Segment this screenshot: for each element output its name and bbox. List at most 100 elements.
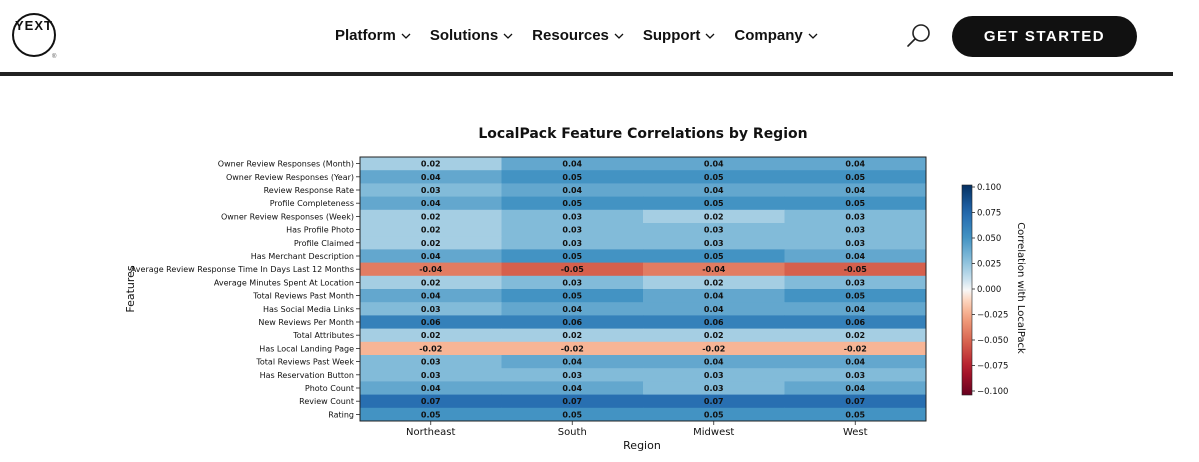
cell-value-label: 0.05 (704, 173, 724, 182)
cell-value-label: -0.02 (419, 344, 442, 353)
chevron-down-icon (401, 33, 411, 39)
heatmap-cell (643, 183, 785, 198)
heatmap-cell (643, 223, 785, 237)
heatmap-cell (360, 209, 502, 224)
cell-value-label: 0.03 (845, 226, 865, 235)
cell-value-label: 0.04 (421, 292, 441, 301)
colorbar-tick-label: −0.100 (977, 387, 1008, 397)
cell-value-label: 0.06 (421, 318, 441, 327)
heatmap-cell (360, 328, 502, 343)
heatmap-cell (784, 249, 927, 264)
colorbar-tick-label: −0.025 (977, 311, 1008, 321)
cell-value-label: 0.03 (845, 371, 865, 380)
chart-title: LocalPack Feature Correlations by Region (478, 126, 808, 142)
heatmap-cell (501, 223, 644, 237)
heatmap-cell (784, 315, 927, 330)
row-label: Average Review Response Time In Days Las… (131, 265, 354, 274)
colorbar-tick-label: 0.100 (977, 183, 1001, 193)
logo-text: YEXT (15, 18, 53, 33)
row-label: Average Minutes Spent At Location (214, 278, 354, 287)
cell-value-label: 0.02 (421, 278, 441, 287)
nav-company[interactable]: Company (734, 27, 818, 44)
heatmap-cell (501, 381, 644, 396)
yext-logo[interactable]: YEXT (12, 13, 56, 57)
row-label: Has Reservation Button (260, 371, 354, 380)
cell-value-label: -0.02 (702, 344, 725, 353)
column-label: Northeast (406, 427, 455, 438)
cell-value-label: 0.04 (845, 358, 865, 367)
cell-value-label: 0.07 (562, 397, 582, 406)
cell-value-label: 0.06 (704, 318, 724, 327)
heatmap-cell (360, 157, 502, 171)
cell-value-label: 0.04 (704, 160, 724, 169)
heatmap-cell (784, 223, 927, 237)
heatmap-cell (501, 249, 644, 264)
cell-value-label: 0.03 (562, 278, 582, 287)
heatmap-cell (784, 407, 927, 422)
cell-value-label: -0.05 (844, 265, 867, 274)
nav-platform[interactable]: Platform (335, 27, 411, 44)
cell-value-label: 0.04 (704, 305, 724, 314)
row-label: Photo Count (305, 384, 354, 393)
row-label: Profile Completeness (270, 199, 354, 208)
cell-value-label: 0.05 (421, 410, 441, 419)
heatmap-cell (643, 328, 785, 343)
cell-value-label: 0.03 (562, 226, 582, 235)
heatmap-cell (501, 368, 644, 382)
cell-value-label: 0.04 (562, 358, 582, 367)
cell-value-label: 0.02 (421, 160, 441, 169)
heatmap-cell (360, 289, 502, 303)
heatmap-cell (784, 196, 927, 211)
heatmap-cell (360, 341, 502, 356)
heatmap-cell (501, 341, 644, 356)
cell-value-label: 0.02 (704, 331, 724, 340)
chevron-down-icon (808, 33, 818, 39)
heatmap-cell (784, 183, 927, 198)
cell-value-label: 0.07 (845, 397, 865, 406)
colorbar-tick-label: −0.075 (977, 362, 1008, 372)
cell-value-label: 0.04 (421, 173, 441, 182)
get-started-button[interactable]: GET STARTED (952, 16, 1137, 57)
cell-value-label: 0.04 (704, 358, 724, 367)
nav-solutions[interactable]: Solutions (430, 27, 513, 44)
chevron-down-icon (614, 33, 624, 39)
search-icon[interactable] (905, 22, 933, 50)
cell-value-label: -0.02 (561, 344, 584, 353)
cell-value-label: 0.05 (562, 410, 582, 419)
heatmap-cell (360, 223, 502, 237)
heatmap-cell (784, 209, 927, 224)
nav-resources[interactable]: Resources (532, 27, 624, 44)
heatmap-cell (784, 236, 927, 250)
heatmap-cell (784, 289, 927, 303)
cell-value-label: 0.04 (421, 384, 441, 393)
row-label: Total Reviews Past Week (255, 358, 354, 367)
cell-value-label: 0.02 (421, 212, 441, 221)
heatmap-cell (784, 328, 927, 343)
nav-support-label: Support (642, 27, 701, 44)
cell-value-label: 0.05 (845, 199, 865, 208)
cell-value-label: 0.05 (562, 199, 582, 208)
heatmap-cell (643, 341, 785, 356)
colorbar-tick-label: 0.025 (977, 260, 1001, 270)
cell-value-label: 0.03 (704, 226, 724, 235)
heatmap-cell (360, 368, 502, 382)
heatmap-cell (360, 170, 502, 184)
heatmap-cell (643, 196, 785, 211)
heatmap-cell (360, 407, 502, 422)
colorbar-tick-label: 0.050 (977, 234, 1001, 244)
cell-value-label: 0.05 (704, 252, 724, 261)
cell-value-label: 0.07 (421, 397, 441, 406)
heatmap-cell (643, 289, 785, 303)
cell-value-label: 0.04 (421, 199, 441, 208)
heatmap-cell (360, 302, 502, 316)
cell-value-label: 0.03 (704, 384, 724, 393)
cell-value-label: 0.05 (845, 410, 865, 419)
nav-support[interactable]: Support (643, 27, 716, 44)
cell-value-label: 0.02 (421, 226, 441, 235)
heatmap-cell (643, 381, 785, 396)
heatmap-cell (360, 315, 502, 330)
x-axis-label: Region (623, 439, 661, 452)
cell-value-label: 0.03 (562, 371, 582, 380)
row-label: Has Social Media Links (263, 305, 354, 314)
